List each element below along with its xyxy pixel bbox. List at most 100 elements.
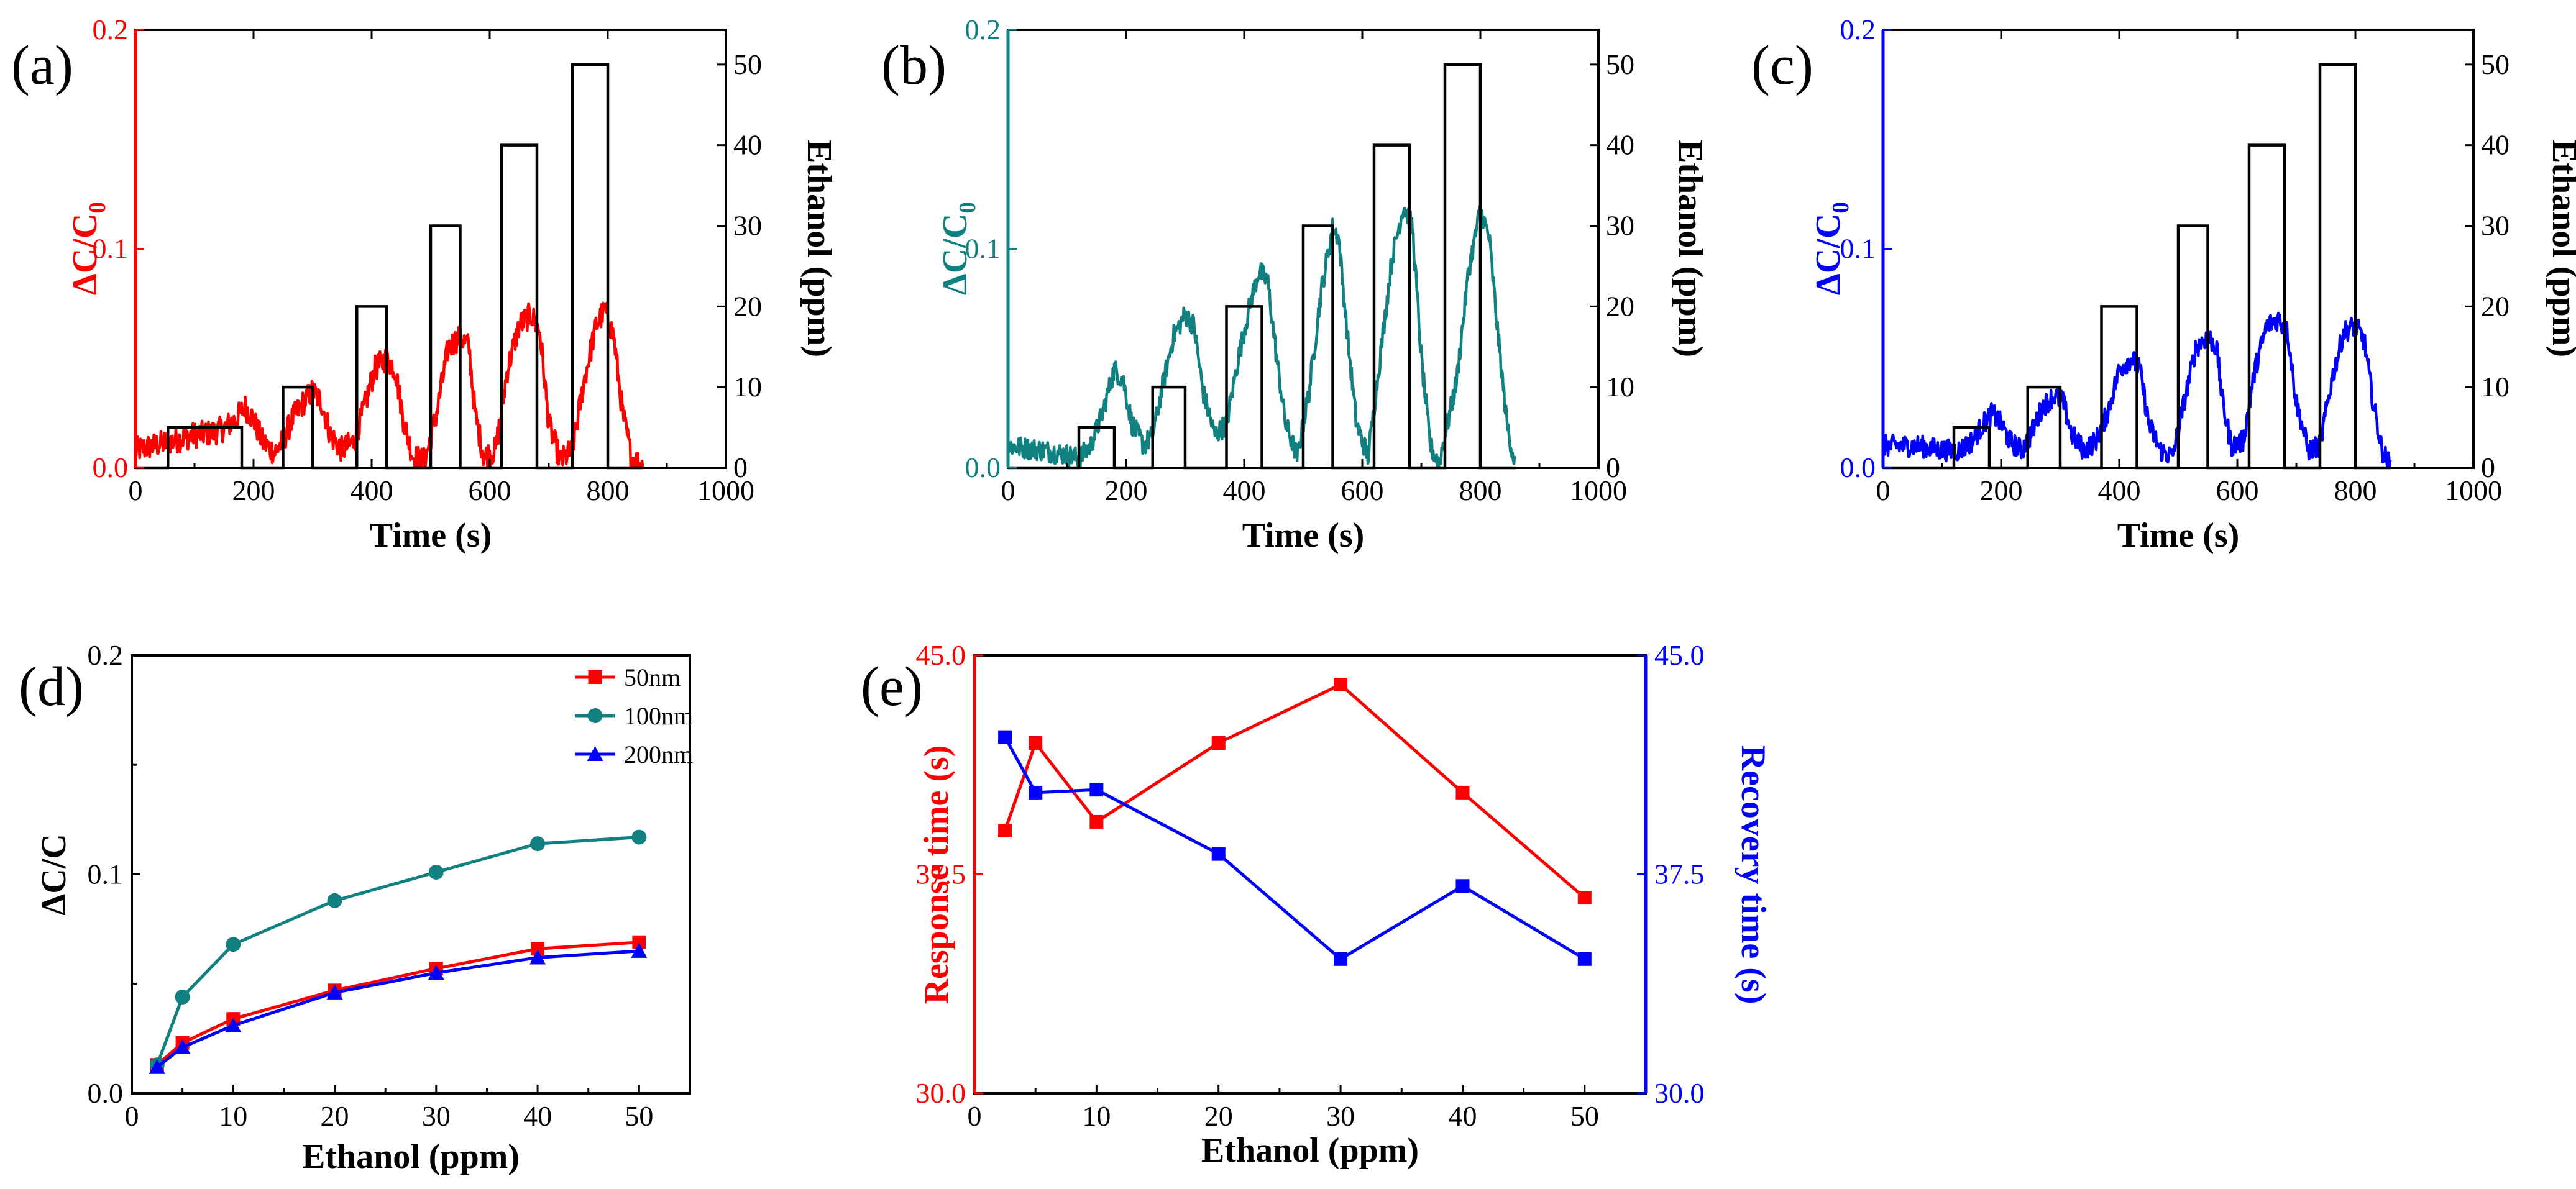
panel-d: (d) 0 10 20 30 40 500.00.10.2 50nm100nm200nm … <box>19 639 693 1176</box>
x-tick-label-a: 800 <box>587 475 630 506</box>
y-right-tick-label-c: 50 <box>2481 48 2510 80</box>
x-tick-label-c: 1000 <box>2445 475 2502 506</box>
ethanol-pulse-trace-a <box>135 63 643 470</box>
data-point-right <box>1029 785 1043 800</box>
x-tick-label-d: 50 <box>625 1100 653 1132</box>
data-point-right <box>1089 783 1104 797</box>
x-tick-label-c: 600 <box>2216 475 2259 506</box>
x-tick-label-a: 0 <box>129 475 143 506</box>
response-trace-b <box>1006 205 1517 470</box>
data-point-right <box>1577 952 1592 966</box>
data-point-left <box>1334 678 1348 691</box>
y-left-tick-label-e: 45.0 <box>916 639 966 671</box>
panel-c-ylabel-right: Ethanol (ppm) <box>2545 140 2576 357</box>
panel-c-axes: 0 200 400 600 800 1000 0.0 0.1 0.2 0 10 20 30 40 50 <box>1840 14 2510 506</box>
x-tick-label-b: 600 <box>1341 475 1384 506</box>
panel-b: (b) 0 200 400 600 800 1000 0.0 0.1 0.2 0 10 20 30 40 5… <box>881 14 1710 555</box>
x-tick-label-e: 40 <box>1448 1100 1477 1132</box>
legend-marker-100nm <box>587 708 603 723</box>
x-tick-label-a: 400 <box>351 475 393 506</box>
panel-d-plot-area <box>149 829 648 1074</box>
data-point-100nm <box>226 937 241 952</box>
panel-b-axes: 0 200 400 600 800 1000 0.0 0.1 0.2 0 10 20 30 40 50 <box>965 14 1635 506</box>
y-right-tick-label-a: 30 <box>733 209 762 241</box>
ethanol-pulse-trace-c <box>1883 63 2391 470</box>
panel-e-ylabel-left: Response time (s) <box>917 745 956 1004</box>
x-tick-label-c: 200 <box>1980 475 2023 506</box>
y-tick-label-d: 0.2 <box>88 639 124 671</box>
panel-e-label: (e) <box>861 656 923 718</box>
y-right-tick-label-c: 20 <box>2481 290 2510 322</box>
data-point-200nm <box>149 1059 165 1074</box>
y-left-tick-label-c: 0.1 <box>1840 233 1876 265</box>
y-right-tick-label-b: 40 <box>1606 129 1634 161</box>
x-tick-label-e: 10 <box>1082 1100 1111 1132</box>
data-point-left <box>1089 814 1104 829</box>
series-line-right <box>1003 736 1586 961</box>
y-right-tick-label-b: 30 <box>1606 209 1634 241</box>
x-tick-label-a: 200 <box>232 475 275 506</box>
x-tick-label-b: 200 <box>1105 475 1148 506</box>
x-tick-label-e: 20 <box>1204 1100 1233 1132</box>
panel-d-legend: 50nm 100nm 200nm <box>575 663 693 768</box>
panel-b-label: (b) <box>881 35 947 96</box>
y-left-tick-label-b: 0.0 <box>965 452 1001 483</box>
panel-b-plot-area <box>1006 63 1517 470</box>
panel-a-ylabel-left: ΔC/C0 <box>66 202 111 296</box>
legend-label-50nm: 50nm <box>624 663 681 691</box>
y-left-tick-label-a: 0.1 <box>93 233 129 265</box>
data-point-left <box>998 824 1012 837</box>
x-tick-label-e: 50 <box>1570 1100 1599 1132</box>
y-right-tick-label-a: 40 <box>733 129 762 161</box>
legend-label-100nm: 100nm <box>624 702 693 730</box>
data-point-right <box>1334 952 1348 966</box>
panel-a-plot-area <box>134 63 644 470</box>
y-right-tick-label-c: 10 <box>2481 371 2510 403</box>
y-right-tick-label-b: 0 <box>1606 452 1620 483</box>
panel-e-xlabel: Ethanol (ppm) <box>1201 1131 1419 1170</box>
data-point-left <box>1211 736 1226 750</box>
panel-e-ylabel-right: Recovery time (s) <box>1734 745 1772 1004</box>
panel-c: (c) 0 200 400 600 800 1000 0.0 0.1 0.2 0 10 20 30 40 5… <box>1751 14 2576 555</box>
x-tick-label-d: 10 <box>219 1100 247 1132</box>
panel-a: (a) 0 200 400 600 800 1000 0.0 0.1 0.2 0 10 20 30 40 5… <box>11 14 838 555</box>
data-point-100nm <box>530 836 546 852</box>
data-point-50nm <box>632 935 646 949</box>
data-point-right <box>1211 847 1226 861</box>
data-point-100nm <box>631 829 647 845</box>
data-point-left <box>1455 785 1470 800</box>
x-tick-label-b: 1000 <box>1570 475 1627 506</box>
panel-b-ylabel-left: ΔC/C0 <box>936 202 981 296</box>
data-point-200nm <box>631 942 648 958</box>
y-right-tick-label-c: 0 <box>2481 452 2495 483</box>
response-trace-a <box>134 301 644 470</box>
data-point-left <box>1577 891 1592 905</box>
panel-e-axes: 0 10 20 30 40 50 30.0 37.5 45.0 30.0 37.5 45.0 <box>916 639 1705 1132</box>
data-point-200nm <box>174 1039 191 1054</box>
data-point-right <box>998 730 1012 744</box>
x-tick-label-d: 40 <box>523 1100 552 1132</box>
panel-a-label: (a) <box>11 35 73 96</box>
data-point-left <box>1029 736 1043 750</box>
data-point-50nm <box>531 942 545 956</box>
y-right-tick-label-a: 0 <box>733 452 748 483</box>
panel-a-xlabel: Time (s) <box>370 516 492 555</box>
legend-marker-50nm <box>588 670 602 684</box>
y-left-tick-label-c: 0.2 <box>1840 14 1876 45</box>
y-right-tick-label-e: 37.5 <box>1654 859 1705 890</box>
x-tick-label-e: 30 <box>1326 1100 1355 1132</box>
x-tick-label-b: 400 <box>1223 475 1266 506</box>
x-tick-label-a: 600 <box>469 475 511 506</box>
legend-marker-200nm <box>587 746 603 761</box>
panel-e-frame <box>973 654 1647 1095</box>
y-right-tick-label-c: 30 <box>2481 209 2510 241</box>
y-right-tick-label-e: 30.0 <box>1654 1077 1705 1109</box>
panel-c-ylabel-left: ΔC/C0 <box>1809 202 1854 296</box>
x-tick-label-b: 800 <box>1459 475 1502 506</box>
panel-c-xlabel: Time (s) <box>2117 516 2240 555</box>
data-point-200nm <box>428 965 444 980</box>
x-tick-label-c: 800 <box>2334 475 2377 506</box>
panel-b-ylabel-right: Ethanol (ppm) <box>1671 140 1710 357</box>
y-left-tick-label-a: 0.0 <box>93 452 129 483</box>
